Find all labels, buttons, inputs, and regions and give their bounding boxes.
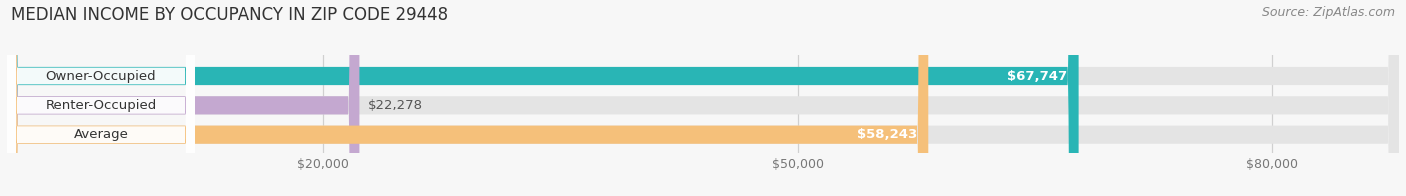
FancyBboxPatch shape [7,0,195,196]
Text: MEDIAN INCOME BY OCCUPANCY IN ZIP CODE 29448: MEDIAN INCOME BY OCCUPANCY IN ZIP CODE 2… [11,6,449,24]
Text: $67,747: $67,747 [1007,70,1067,83]
FancyBboxPatch shape [7,0,360,196]
FancyBboxPatch shape [7,0,1078,196]
FancyBboxPatch shape [7,0,928,196]
FancyBboxPatch shape [7,0,1399,196]
Text: $22,278: $22,278 [368,99,423,112]
Text: Source: ZipAtlas.com: Source: ZipAtlas.com [1261,6,1395,19]
FancyBboxPatch shape [7,0,195,196]
Text: Owner-Occupied: Owner-Occupied [45,70,156,83]
FancyBboxPatch shape [7,0,1399,196]
FancyBboxPatch shape [7,0,1399,196]
FancyBboxPatch shape [7,0,195,196]
Text: Renter-Occupied: Renter-Occupied [45,99,156,112]
Text: $58,243: $58,243 [856,128,917,141]
Text: Average: Average [73,128,128,141]
